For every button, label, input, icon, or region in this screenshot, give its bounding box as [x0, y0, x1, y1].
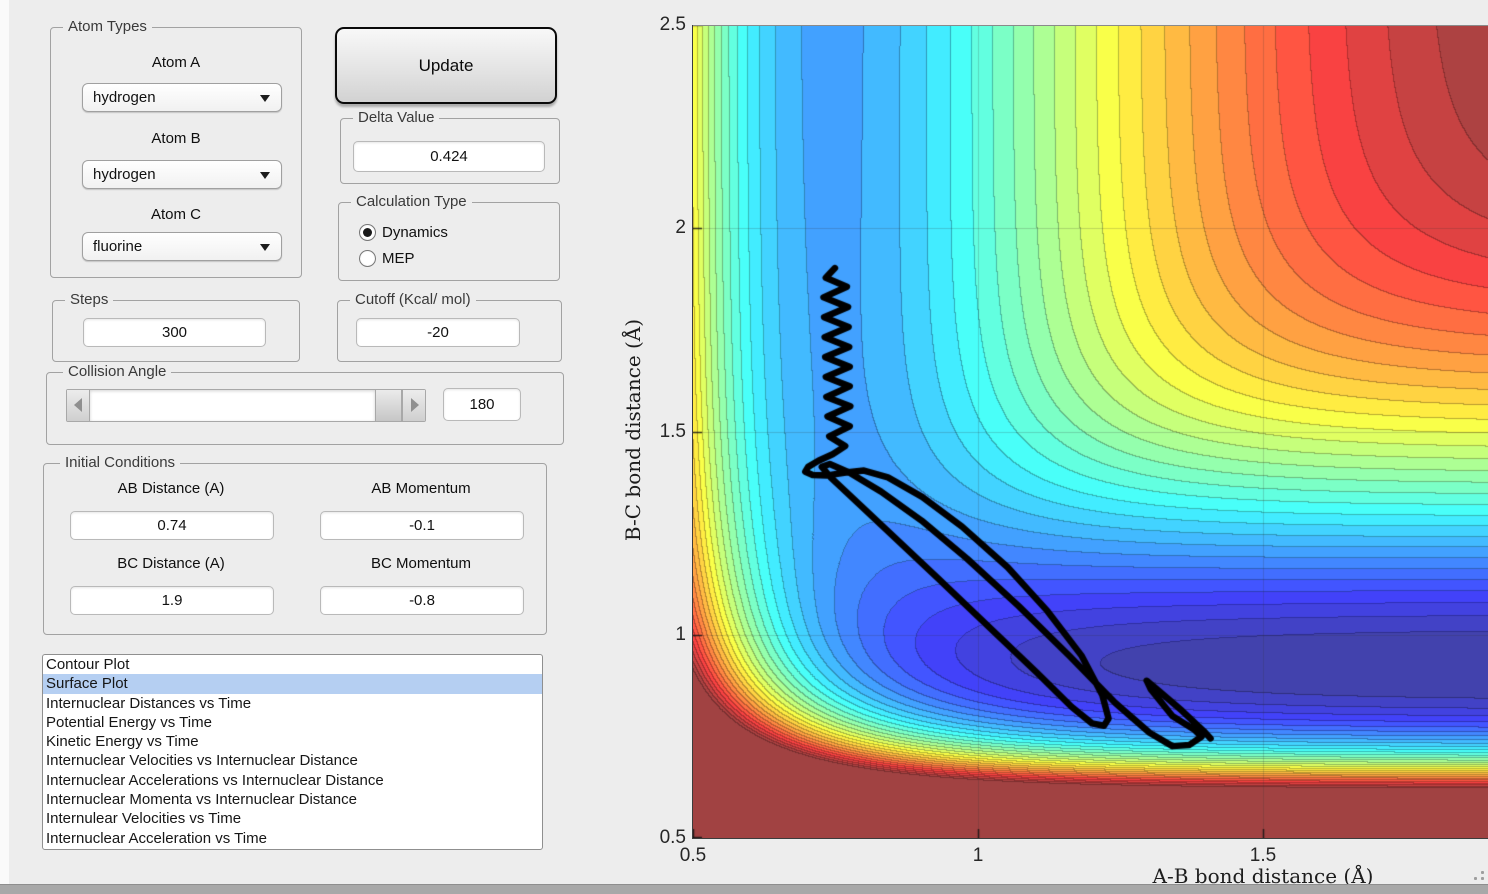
chevron-down-icon	[260, 95, 270, 102]
list-item[interactable]: Contour Plot	[46, 656, 130, 673]
panel-title: Initial Conditions	[60, 454, 181, 471]
slider-thumb[interactable]	[375, 390, 402, 421]
plot-type-listbox[interactable]: Contour Plot Surface Plot Internuclear Dis…	[42, 654, 543, 850]
calculation-type-panel: Calculation Type Dynamics MEP	[338, 193, 560, 281]
panel-title: Atom Types	[63, 18, 152, 35]
list-item[interactable]: Internulear Velocities vs Time	[46, 810, 242, 828]
slider-right-arrow-button[interactable]	[402, 390, 425, 421]
chevron-down-icon	[260, 172, 270, 179]
y-tick-label: 2.5	[659, 14, 686, 35]
atom-a-label: Atom A	[151, 54, 201, 71]
collision-angle-panel: Collision Angle 180	[46, 363, 564, 445]
list-item[interactable]: Internuclear Distances vs Time	[46, 694, 252, 712]
bc-distance-field[interactable]: 1.9	[70, 586, 274, 615]
x-axis-spine	[692, 838, 1488, 839]
resize-grip-icon[interactable]	[1474, 877, 1477, 880]
ab-distance-field[interactable]: 0.74	[70, 511, 274, 540]
list-item[interactable]: Internuclear Accelerations vs Internucle…	[46, 771, 384, 789]
ab-distance-label: AB Distance (A)	[117, 480, 225, 497]
y-axis-label: B-C bond distance (Å)	[621, 318, 645, 542]
x-tick-label: 1	[972, 845, 984, 866]
window-bottom-bar	[0, 884, 1488, 894]
list-item[interactable]: Internuclear Velocities vs Internuclear …	[46, 752, 358, 770]
radio-button-icon[interactable]	[359, 249, 376, 267]
panel-title: Cutoff (Kcal/ mol)	[350, 291, 476, 308]
ab-momentum-label: AB Momentum	[371, 480, 471, 497]
panel-title: Steps	[65, 291, 114, 308]
y-axis-spine	[692, 25, 693, 839]
atom-types-panel: Atom Types Atom A hydrogen Atom B hydrog…	[50, 18, 302, 278]
arrow-left-icon	[74, 398, 82, 412]
chevron-down-icon	[260, 244, 270, 251]
x-tick-label: 1.5	[1249, 845, 1277, 866]
atom-a-dropdown[interactable]: hydrogen	[82, 83, 282, 112]
panel-title: Calculation Type	[351, 193, 472, 210]
y-tick-label: 1.5	[659, 420, 686, 442]
atom-a-value: hydrogen	[93, 89, 156, 106]
list-item[interactable]: Internuclear Acceleration vs Time	[46, 829, 267, 847]
panel-title: Delta Value	[353, 109, 440, 126]
atom-b-dropdown[interactable]: hydrogen	[82, 160, 282, 189]
dynamics-radio[interactable]: Dynamics	[359, 223, 448, 241]
dynamics-radio-label: Dynamics	[382, 223, 448, 241]
window-left-edge	[0, 0, 9, 884]
update-button[interactable]: Update	[335, 27, 557, 104]
bc-momentum-field[interactable]: -0.8	[320, 586, 524, 615]
atom-c-label: Atom C	[150, 206, 201, 223]
y-tick-label: 1	[675, 623, 686, 645]
delta-value-panel: Delta Value 0.424	[340, 109, 560, 184]
cutoff-panel: Cutoff (Kcal/ mol) -20	[337, 291, 562, 362]
atom-b-label: Atom B	[151, 130, 201, 147]
atom-b-value: hydrogen	[93, 166, 156, 183]
radio-button-icon[interactable]	[359, 223, 376, 241]
top-axis-spine	[693, 25, 1488, 26]
delta-value-field[interactable]: 0.424	[353, 141, 545, 172]
slider-track[interactable]	[90, 390, 375, 421]
x-tick-label: 0.5	[679, 845, 707, 866]
atom-c-value: fluorine	[93, 238, 143, 255]
bc-distance-label: BC Distance (A)	[117, 555, 225, 572]
steps-field[interactable]: 300	[83, 318, 266, 347]
slider-left-arrow-button[interactable]	[67, 390, 90, 421]
resize-grip-icon[interactable]	[1481, 871, 1484, 874]
steps-panel: Steps 300	[52, 291, 300, 362]
resize-grip-icon[interactable]	[1481, 877, 1484, 880]
list-item[interactable]: Surface Plot	[43, 674, 542, 694]
pes-contour-plot	[693, 25, 1488, 838]
list-item[interactable]: Kinetic Energy vs Time	[46, 733, 199, 751]
panel-title: Collision Angle	[63, 363, 172, 380]
initial-conditions-panel: Initial Conditions AB Distance (A) AB Mo…	[43, 454, 547, 635]
ab-momentum-field[interactable]: -0.1	[320, 511, 524, 540]
cutoff-field[interactable]: -20	[356, 318, 520, 347]
y-tick-label: 0.5	[659, 827, 686, 848]
collision-angle-field[interactable]: 180	[443, 388, 521, 421]
collision-angle-slider[interactable]	[66, 389, 426, 422]
mep-radio-label: MEP	[382, 249, 415, 267]
list-item[interactable]: Potential Energy vs Time	[46, 713, 212, 731]
atom-c-dropdown[interactable]: fluorine	[82, 232, 282, 261]
list-item[interactable]: Internuclear Momenta vs Internuclear Dis…	[46, 791, 357, 809]
mep-radio[interactable]: MEP	[359, 249, 415, 267]
y-tick-label: 2	[675, 217, 686, 239]
bc-momentum-label: BC Momentum	[370, 555, 472, 572]
arrow-right-icon	[411, 398, 419, 412]
